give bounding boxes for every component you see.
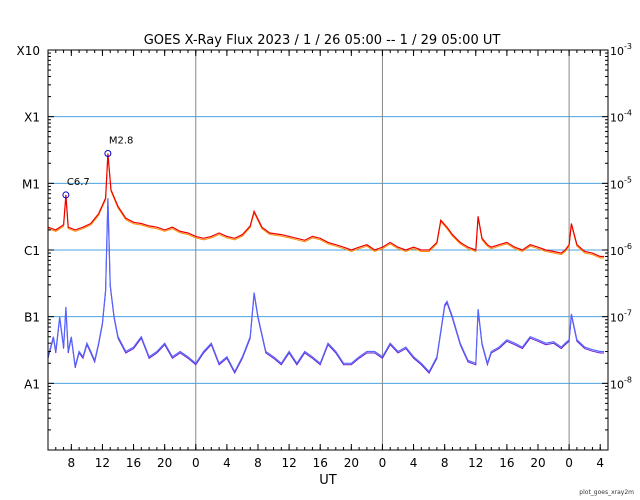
left-axis: X10 X1 M1 C1 B1 A1 (17, 44, 54, 431)
x-axis-label: UT (319, 473, 337, 488)
x-tick-label: 20 (157, 456, 172, 470)
chart-title: GOES X-Ray Flux 2023 / 1 / 26 05:00 -- 1… (144, 33, 501, 48)
footer-label: plot_goes_xray2m (579, 489, 634, 496)
flare-label: M2.8 (109, 136, 134, 147)
series-layer (47, 153, 605, 375)
right-tick-label: 10-8 (610, 375, 632, 391)
x-tick-label: 0 (192, 456, 200, 470)
flare-marker (104, 150, 112, 158)
grid-lines (48, 50, 608, 450)
x-tick-label: 20 (530, 456, 545, 470)
x-tick-label: 20 (344, 456, 359, 470)
x-tick-label: 4 (223, 456, 231, 470)
x-tick-label: 8 (441, 456, 449, 470)
left-tick-label: C1 (24, 244, 40, 258)
x-tick-label: 8 (68, 456, 76, 470)
flare-label: C6.7 (67, 177, 90, 188)
x-tick-label: 12 (281, 456, 296, 470)
x-axis: 8 12 16 20 0 4 8 12 16 20 0 4 8 12 16 20 0 4 (55, 50, 604, 470)
x-tick-label: 16 (499, 456, 514, 470)
right-tick-label: 10-7 (610, 309, 632, 325)
x-tick-label: 16 (126, 456, 141, 470)
left-tick-label: M1 (22, 177, 40, 191)
x-tick-label: 4 (596, 456, 604, 470)
right-tick-label: 10-4 (610, 109, 632, 125)
left-tick-label: X1 (24, 111, 40, 125)
left-tick-label: X10 (17, 44, 41, 58)
x-tick-label: 12 (95, 456, 110, 470)
x-tick-label: 8 (254, 456, 262, 470)
flare-marker (62, 191, 70, 199)
right-tick-label: 10-3 (610, 42, 632, 58)
right-tick-label: 10-6 (610, 242, 632, 258)
right-axis: 10-3 10-4 10-5 10-6 10-7 10-8 (602, 42, 632, 431)
flare-annotations: C6.7 M2.8 (62, 136, 134, 199)
series-line (47, 198, 605, 373)
left-tick-label: B1 (24, 311, 40, 325)
x-tick-label: 16 (313, 456, 328, 470)
x-tick-label: 0 (379, 456, 387, 470)
x-tick-label: 0 (565, 456, 573, 470)
right-tick-label: 10-5 (610, 175, 632, 191)
left-tick-label: A1 (24, 377, 40, 391)
series-line (47, 153, 605, 258)
x-tick-label: 4 (410, 456, 418, 470)
x-tick-label: 12 (468, 456, 483, 470)
series-secondary-line (47, 154, 605, 259)
